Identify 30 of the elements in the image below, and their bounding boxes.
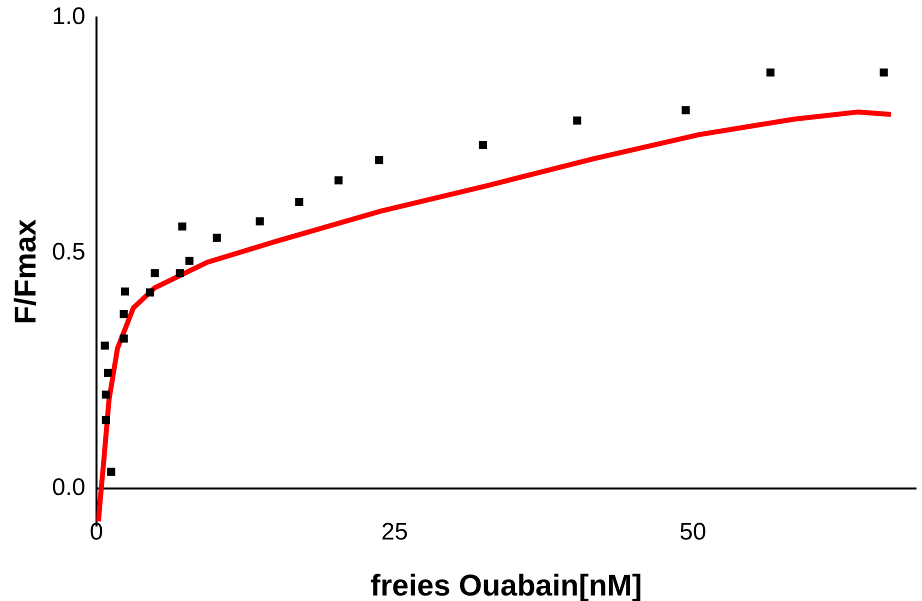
- point: [256, 217, 264, 226]
- x-tick-label: 50: [680, 518, 706, 546]
- point: [212, 234, 221, 242]
- point: [146, 288, 154, 296]
- y-tick-label: 0.0: [52, 474, 86, 501]
- point: [880, 68, 888, 77]
- point: [573, 116, 582, 125]
- point: [102, 390, 110, 399]
- point: [176, 269, 184, 278]
- point: [107, 468, 116, 476]
- x-tick-label: 25: [381, 518, 408, 546]
- point: [100, 342, 109, 350]
- y-tick-label: 0.5: [52, 238, 86, 266]
- y-axis-title: F/Fmax: [9, 218, 42, 324]
- point: [478, 140, 487, 150]
- point: [682, 106, 690, 114]
- point: [102, 416, 110, 424]
- point: [334, 176, 343, 184]
- x-tick-label: 0: [90, 518, 104, 546]
- point: [178, 222, 186, 231]
- point: [104, 368, 112, 377]
- point: [375, 156, 384, 164]
- y-tick-label: 1.0: [52, 3, 86, 30]
- point: [120, 310, 128, 318]
- point: [150, 269, 159, 278]
- point: [766, 68, 774, 77]
- point: [295, 198, 304, 206]
- point: [185, 256, 194, 265]
- point: [120, 287, 130, 296]
- point: [120, 334, 128, 343]
